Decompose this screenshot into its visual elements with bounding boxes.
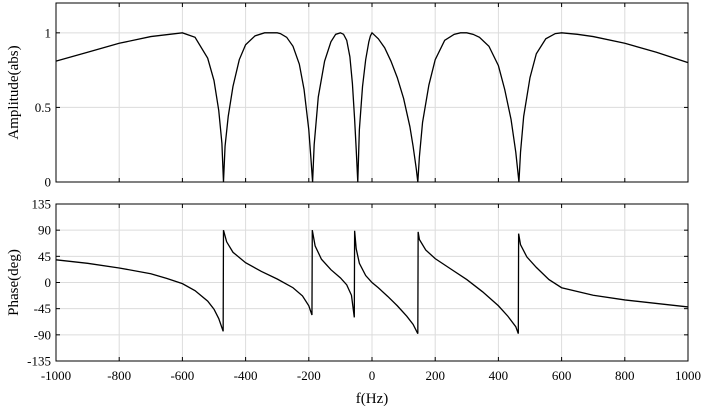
x-tick-label: 600 [552,368,572,383]
y-tick-label: -135 [27,354,51,369]
frequency-x-axis-label: f(Hz) [356,391,388,407]
y-tick-label: -45 [34,301,51,316]
y-tick-label: 0 [45,175,52,190]
x-tick-label: 400 [489,368,509,383]
amplitude-grid [55,3,689,183]
amplitude-panel: 00.51 Amplitude(abs) [6,2,689,190]
y-tick-label: -90 [34,327,51,342]
x-tick-label: -1000 [41,368,71,383]
x-tick-label: -800 [107,368,131,383]
y-tick-label: 1 [45,25,52,40]
x-tick-label: 800 [615,368,635,383]
x-tick-label: 0 [369,368,376,383]
amplitude-y-tick-labels: 00.51 [35,25,688,190]
y-tick-label: 0.5 [35,100,51,115]
amplitude-x-ticks [55,3,689,182]
amplitude-curve [55,31,689,183]
phase-x-tick-labels: -1000 -800 -600 -400 -200 0 200 400 600 800 1000 [41,204,701,383]
y-tick-label: 0 [45,275,52,290]
x-tick-label: -400 [234,368,258,383]
phase-curve [55,229,689,334]
x-tick-label: -600 [170,368,194,383]
phase-y-axis-label: Phase(deg) [6,249,22,316]
amplitude-y-axis-label: Amplitude(abs) [6,45,22,139]
phase-y-tick-labels: -135 -90 -45 0 45 90 135 [27,197,688,369]
x-tick-label: 200 [425,368,445,383]
y-tick-label: 135 [32,197,52,212]
x-tick-label: 1000 [675,368,701,383]
y-tick-label: 90 [38,223,51,238]
x-tick-label: -200 [297,368,321,383]
y-tick-label: 45 [38,249,51,264]
phase-panel: -1000 -800 -600 -400 -200 0 200 400 600 800 1000 -… [6,197,701,408]
